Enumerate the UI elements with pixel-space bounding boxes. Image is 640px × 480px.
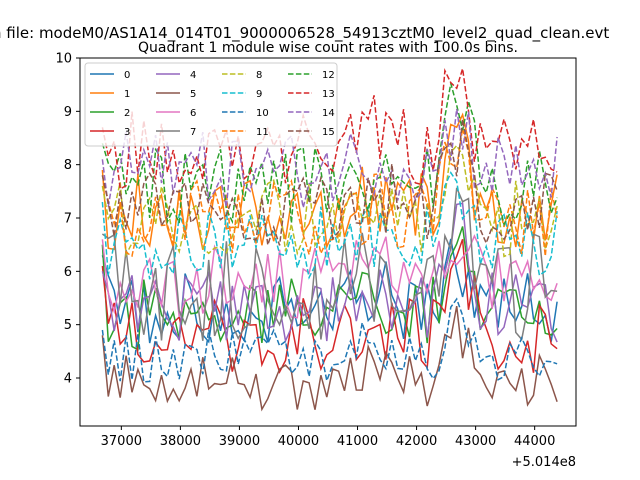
- y-tick-label: 6: [64, 265, 72, 280]
- y-tick-label: 8: [64, 158, 72, 173]
- figure-suptitle: n file: modeM0/AS1A14_014T01_9000006528_…: [0, 24, 609, 43]
- y-tick-label: 5: [64, 318, 72, 333]
- legend-frame: [84, 62, 338, 147]
- y-axis: 4 5 6 7 8 9 10: [55, 52, 80, 387]
- x-tick-label: 39000: [219, 434, 260, 449]
- x-tick-label: 41000: [337, 434, 378, 449]
- legend-label-0: 0: [124, 70, 130, 81]
- series-line-14: [101, 108, 558, 208]
- x-tick-label: 40000: [278, 434, 319, 449]
- series-line-13: [101, 67, 558, 191]
- series-line-10: [101, 297, 558, 384]
- series-line-4: [101, 202, 558, 344]
- x-tick-label: 42000: [396, 434, 437, 449]
- legend-label-11: 11: [256, 127, 269, 138]
- series-line-3: [101, 239, 558, 374]
- y-tick-label: 10: [55, 52, 72, 67]
- legend-label-6: 6: [190, 108, 196, 119]
- x-tick-label: 44000: [514, 434, 555, 449]
- legend-label-15: 15: [322, 127, 335, 138]
- series-layer: [101, 67, 558, 412]
- legend-label-7: 7: [190, 127, 196, 138]
- legend-label-1: 1: [124, 89, 130, 100]
- legend-label-3: 3: [124, 127, 130, 138]
- series-line-5: [101, 305, 558, 412]
- legend-label-8: 8: [256, 70, 262, 81]
- x-tick-label: 37000: [101, 434, 142, 449]
- legend-label-14: 14: [322, 108, 335, 119]
- legend-label-13: 13: [322, 89, 335, 100]
- y-tick-label: 7: [64, 212, 72, 227]
- y-tick-label: 4: [64, 372, 72, 387]
- x-tick-label: 43000: [455, 434, 496, 449]
- y-tick-label: 9: [64, 105, 72, 120]
- series-line-11: [101, 128, 558, 258]
- x-offset-label: +5.014e8: [512, 455, 576, 470]
- legend-label-9: 9: [256, 89, 262, 100]
- axes-frame: [79, 57, 577, 427]
- legend-label-5: 5: [190, 89, 196, 100]
- legend-label-4: 4: [190, 70, 196, 81]
- legend-label-2: 2: [124, 108, 130, 119]
- chart-title: Quadrant 1 module wise count rates with …: [138, 40, 518, 56]
- series-line-15: [101, 119, 558, 246]
- legend-label-12: 12: [322, 70, 335, 81]
- legend-label-10: 10: [256, 108, 269, 119]
- x-axis: 37000 38000 39000 40000 41000 42000 43000 44000: [101, 426, 555, 449]
- series-line-7: [101, 187, 558, 342]
- series-line-9: [101, 171, 558, 280]
- series-line-12: [101, 83, 558, 227]
- x-tick-label: 38000: [160, 434, 201, 449]
